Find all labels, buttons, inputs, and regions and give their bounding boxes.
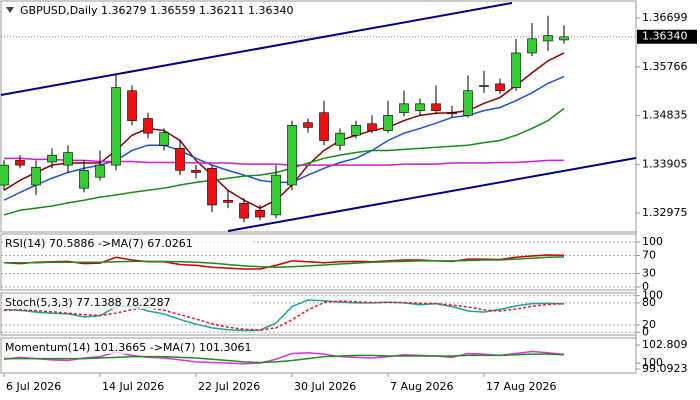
indicator-line — [4, 157, 564, 166]
candle-body — [463, 90, 473, 116]
candle-body — [495, 83, 505, 92]
candle-body — [319, 112, 329, 141]
candle-body — [511, 52, 521, 88]
candle-body — [111, 87, 121, 166]
candle-body — [559, 36, 569, 41]
candle-body — [287, 125, 297, 186]
x-tick-label: 22 Jul 2026 — [198, 380, 260, 393]
candle-body — [47, 154, 57, 163]
candle-body — [335, 132, 345, 146]
title-bg — [3, 295, 253, 309]
x-tick-label: 17 Aug 2026 — [486, 380, 556, 393]
x-tick-label: 7 Aug 2026 — [390, 380, 453, 393]
y-tick-label: 99.0923 — [642, 362, 688, 375]
candle-body — [159, 132, 169, 146]
pane-title: GBPUSD,Daily 1.36279 1.36559 1.36211 1.3… — [20, 4, 293, 17]
candle-body — [95, 164, 105, 178]
candle-body — [415, 103, 425, 111]
candle-body — [79, 170, 89, 189]
candle-body — [527, 38, 537, 54]
candle-body — [63, 152, 73, 166]
pane-title: Momentum(14) 101.3665 ->MA(7) 101.3061 — [5, 341, 252, 354]
indicator-line — [3, 350, 565, 365]
y-tick-label: 0 — [642, 280, 649, 293]
candle-body — [0, 164, 9, 186]
y-tick-label: 1.33905 — [642, 157, 688, 170]
candle-body — [191, 170, 201, 173]
y-tick-label: 1.32975 — [642, 206, 688, 219]
candle-body — [255, 209, 265, 218]
y-tick-label: 100 — [642, 235, 663, 248]
indicator-line — [3, 254, 565, 270]
candle-body — [31, 166, 41, 186]
y-tick-label: 100 — [642, 356, 663, 369]
x-tick-label: 30 Jul 2026 — [294, 380, 356, 393]
last-price-box — [637, 29, 697, 44]
plot-layers: 1.36699 1.35766 1.34835 1.33905 1.32975 1.363… — [0, 0, 697, 393]
last-price-label: 1.36340 — [642, 30, 688, 43]
candle-body — [15, 160, 25, 166]
candle-body — [351, 125, 361, 136]
candle-body — [175, 148, 185, 171]
title-bg — [3, 3, 303, 17]
trend-channel-upper — [0, 2, 513, 96]
y-tick-label: 102.809 — [642, 338, 688, 351]
y-tick-label: 1.34835 — [642, 109, 688, 122]
candle-body — [479, 85, 489, 87]
x-tick-label: 6 Jul 2026 — [6, 380, 61, 393]
candle-body — [383, 115, 393, 131]
candle-body — [239, 203, 249, 219]
candle-body — [447, 112, 457, 115]
indicator-line — [4, 353, 565, 364]
candle-body — [431, 103, 441, 111]
indicator-line — [3, 300, 565, 331]
title-bg — [3, 340, 253, 354]
y-tick-label: 1.35766 — [642, 60, 688, 73]
x-tick-label: 14 Jul 2026 — [102, 380, 164, 393]
trend-channel-lower — [227, 157, 637, 232]
indicator-line — [3, 299, 565, 332]
candle-body — [271, 174, 281, 216]
candle-body — [367, 123, 377, 131]
indicator-line — [3, 107, 565, 216]
y-tick-label: 70 — [642, 249, 656, 262]
y-tick-label: 30 — [642, 266, 656, 279]
pane-title: Stoch(5,3,3) 77.1388 78.2287 — [5, 296, 171, 309]
candle-body — [223, 199, 233, 203]
candle-body — [303, 122, 313, 128]
symbol-icon — [6, 7, 14, 13]
candle-body — [207, 167, 217, 206]
y-tick-label: 1.36699 — [642, 11, 688, 24]
title-bg — [3, 236, 253, 250]
pane-title: RSI(14) 70.5886 ->MA(7) 67.0261 — [5, 237, 193, 250]
indicator-line — [4, 256, 565, 268]
y-tick-label: 20 — [642, 318, 656, 331]
y-tick-label: 100 — [642, 289, 663, 302]
candle-body — [543, 35, 553, 42]
y-tick-label: 80 — [642, 296, 656, 309]
candle-body — [399, 103, 409, 114]
y-tick-label: 0 — [642, 325, 649, 338]
candle-body — [143, 118, 153, 134]
candle-body — [127, 90, 137, 121]
